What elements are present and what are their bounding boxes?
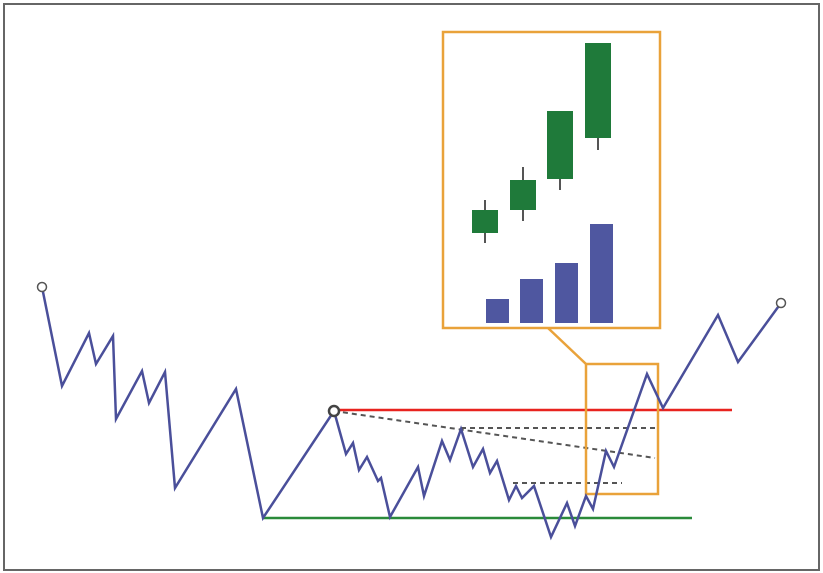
candle-body [472, 210, 498, 233]
inset-connector-line [547, 327, 587, 365]
candle-body [510, 180, 536, 210]
breakout-highlight-box [584, 362, 660, 496]
pivot-high-marker [327, 404, 341, 418]
end-point-marker [775, 297, 787, 309]
volume-bar [486, 299, 509, 323]
volume-bar [555, 263, 578, 323]
zoom-inset-box [441, 30, 662, 330]
descending-trendline-dashed [333, 410, 656, 459]
volume-bar [590, 224, 613, 323]
start-point-marker [36, 281, 48, 293]
candle-body [547, 111, 573, 179]
candle-body [585, 43, 611, 138]
price-line [40, 286, 783, 541]
volume-bar [520, 279, 543, 323]
